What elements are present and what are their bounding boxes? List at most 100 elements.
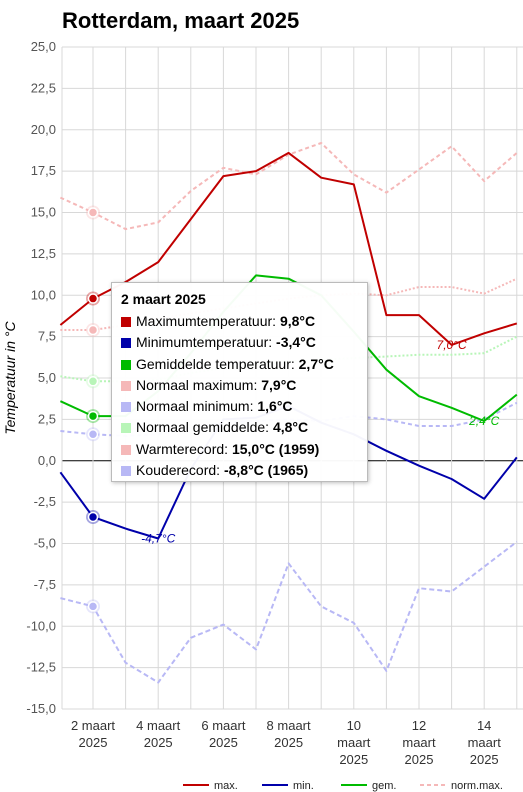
data-label: -4,7°C <box>141 532 175 546</box>
highlight-point[interactable] <box>87 293 99 304</box>
tooltip-row: Kouderecord: -8,8°C (1965) <box>121 460 358 481</box>
y-tick-label: 2,5 <box>38 411 56 426</box>
y-tick-label: 0,0 <box>38 453 56 468</box>
tooltip-swatch <box>121 380 131 391</box>
x-tick-label-line: 2025 <box>79 735 108 750</box>
x-tick-label-line: maart <box>468 735 502 750</box>
legend-label[interactable]: gem. <box>372 780 396 792</box>
tooltip-row: Warmterecord: 15,0°C (1959) <box>121 439 358 460</box>
tooltip-label: Gemiddelde temperatuur: <box>136 355 299 372</box>
tooltip: 2 maart 2025 Maximumtemperatuur: 9,8°C Mi… <box>111 282 368 482</box>
highlight-point[interactable] <box>87 324 99 336</box>
legend-label[interactable]: min. <box>293 780 314 792</box>
tooltip-value: 15,0°C (1959) <box>231 440 320 457</box>
chart-title: Rotterdam, maart 2025 <box>62 8 300 33</box>
tooltip-rows: Maximumtemperatuur: 9,8°C Minimumtemperat… <box>121 311 358 481</box>
highlight-markers <box>86 205 100 614</box>
x-tick-label-line: maart <box>402 735 436 750</box>
x-tick-label: 10 maart 2025 <box>337 718 371 767</box>
y-tick-label: 10,0 <box>31 287 56 302</box>
highlight-point[interactable] <box>87 207 99 218</box>
highlight-point[interactable] <box>87 376 99 387</box>
x-tick-label-line: maart <box>337 735 371 750</box>
series-line-koudrec[interactable] <box>60 541 518 684</box>
tooltip-row: Minimumtemperatuur: -3,4°C <box>121 332 358 353</box>
tooltip-swatch <box>121 444 131 455</box>
x-tick-label-line: 10 <box>347 718 361 733</box>
y-tick-label: -5,0 <box>34 536 56 551</box>
y-tick-label: 7,5 <box>38 329 56 344</box>
tooltip-title: 2 maart 2025 <box>121 291 206 307</box>
tooltip-label: Maximumtemperatuur: <box>136 313 280 329</box>
tooltip-label: Normaal maximum: <box>136 376 262 393</box>
tooltip-row: Gemiddelde temperatuur: 2,7°C <box>121 354 358 375</box>
x-tick-label-line: 2025 <box>209 735 238 750</box>
data-label: 7,0°C <box>437 338 467 352</box>
legend-label[interactable]: norm.max. <box>451 780 503 792</box>
x-tick-label-line: 2025 <box>405 752 434 767</box>
x-tick-label-line: 2025 <box>339 752 368 767</box>
x-tick-label-line: 2 maart <box>71 718 115 733</box>
tooltip-value: 1,6°C <box>257 398 293 415</box>
y-axis-ticks: 25,0 22,5 20,0 17,5 15,0 12,5 10,0 7,5 5,0 2,5 0,0… <box>26 39 56 716</box>
tooltip-label: Warmterecord: <box>136 440 232 457</box>
tooltip-row: Normaal gemiddelde: 4,8°C <box>121 417 358 438</box>
tooltip-label: Kouderecord: <box>136 462 224 479</box>
tooltip-value: 9,8°C <box>279 313 316 329</box>
tooltip-swatch <box>121 466 131 477</box>
tooltip-row: Maximumtemperatuur: 9,8°C <box>121 311 358 332</box>
x-tick-label-line: 6 maart <box>201 718 245 733</box>
y-axis-label: Temperatuur in °C <box>2 320 18 434</box>
tooltip-value: 4,8°C <box>272 419 309 436</box>
tooltip-row: Normaal maximum: 7,9°C <box>121 375 358 396</box>
x-tick-label-line: 2025 <box>470 752 499 767</box>
tooltip-row: Normaal minimum: 1,6°C <box>121 396 358 417</box>
tooltip-value: -3,4°C <box>276 334 316 351</box>
tooltip-value: -8,8°C (1965) <box>223 462 309 479</box>
tooltip-value: 7,9°C <box>261 376 297 393</box>
tooltip-value: 2,7°C <box>298 355 334 372</box>
tooltip-label: Normaal gemiddelde: <box>136 419 273 436</box>
y-tick-label: 15,0 <box>31 205 56 220</box>
series-line-normmax[interactable] <box>59 142 518 231</box>
y-tick-label: -2,5 <box>34 494 56 509</box>
tooltip-swatch <box>121 359 131 370</box>
x-tick-label-line: 2025 <box>144 735 173 750</box>
x-tick-label-line: 12 <box>412 718 426 733</box>
y-tick-label: -15,0 <box>26 701 56 716</box>
x-tick-label: 2 maart 2025 <box>71 718 115 750</box>
highlight-point[interactable] <box>87 410 99 422</box>
tooltip-label: Normaal minimum: <box>136 398 258 415</box>
x-tick-label-line: 4 maart <box>136 718 180 733</box>
x-tick-label: 4 maart 2025 <box>136 718 180 750</box>
y-tick-label: 25,0 <box>31 39 56 54</box>
x-tick-label: 14 maart 2025 <box>468 718 502 767</box>
y-tick-label: 5,0 <box>38 370 56 385</box>
x-tick-label: 12 maart 2025 <box>402 718 436 767</box>
x-tick-label-line: 8 maart <box>267 718 311 733</box>
x-tick-label-line: 14 <box>477 718 491 733</box>
y-tick-label: 17,5 <box>31 163 56 178</box>
y-tick-label: -7,5 <box>34 577 56 592</box>
x-tick-label-line: 2025 <box>274 735 303 750</box>
tooltip-swatch <box>121 317 131 327</box>
y-tick-label: 22,5 <box>31 80 56 95</box>
y-tick-label: 20,0 <box>31 122 56 137</box>
legend[interactable]: max. min. gem. norm.max. <box>183 780 503 792</box>
highlight-point[interactable] <box>87 429 99 440</box>
highlight-point[interactable] <box>87 601 99 612</box>
tooltip-swatch <box>121 338 131 349</box>
x-tick-label: 6 maart 2025 <box>201 718 245 750</box>
y-tick-label: -10,0 <box>26 618 56 633</box>
tooltip-swatch <box>121 423 131 434</box>
tooltip-label: Minimumtemperatuur: <box>136 334 277 351</box>
y-tick-label: -12,5 <box>26 660 56 675</box>
x-tick-label: 8 maart 2025 <box>267 718 311 750</box>
tooltip-swatch <box>121 402 131 413</box>
data-label: 2,4°C <box>468 414 499 428</box>
series-line-max[interactable] <box>59 151 518 346</box>
highlight-point[interactable] <box>87 511 99 523</box>
y-tick-label: 12,5 <box>31 246 56 261</box>
legend-label[interactable]: max. <box>214 780 238 792</box>
